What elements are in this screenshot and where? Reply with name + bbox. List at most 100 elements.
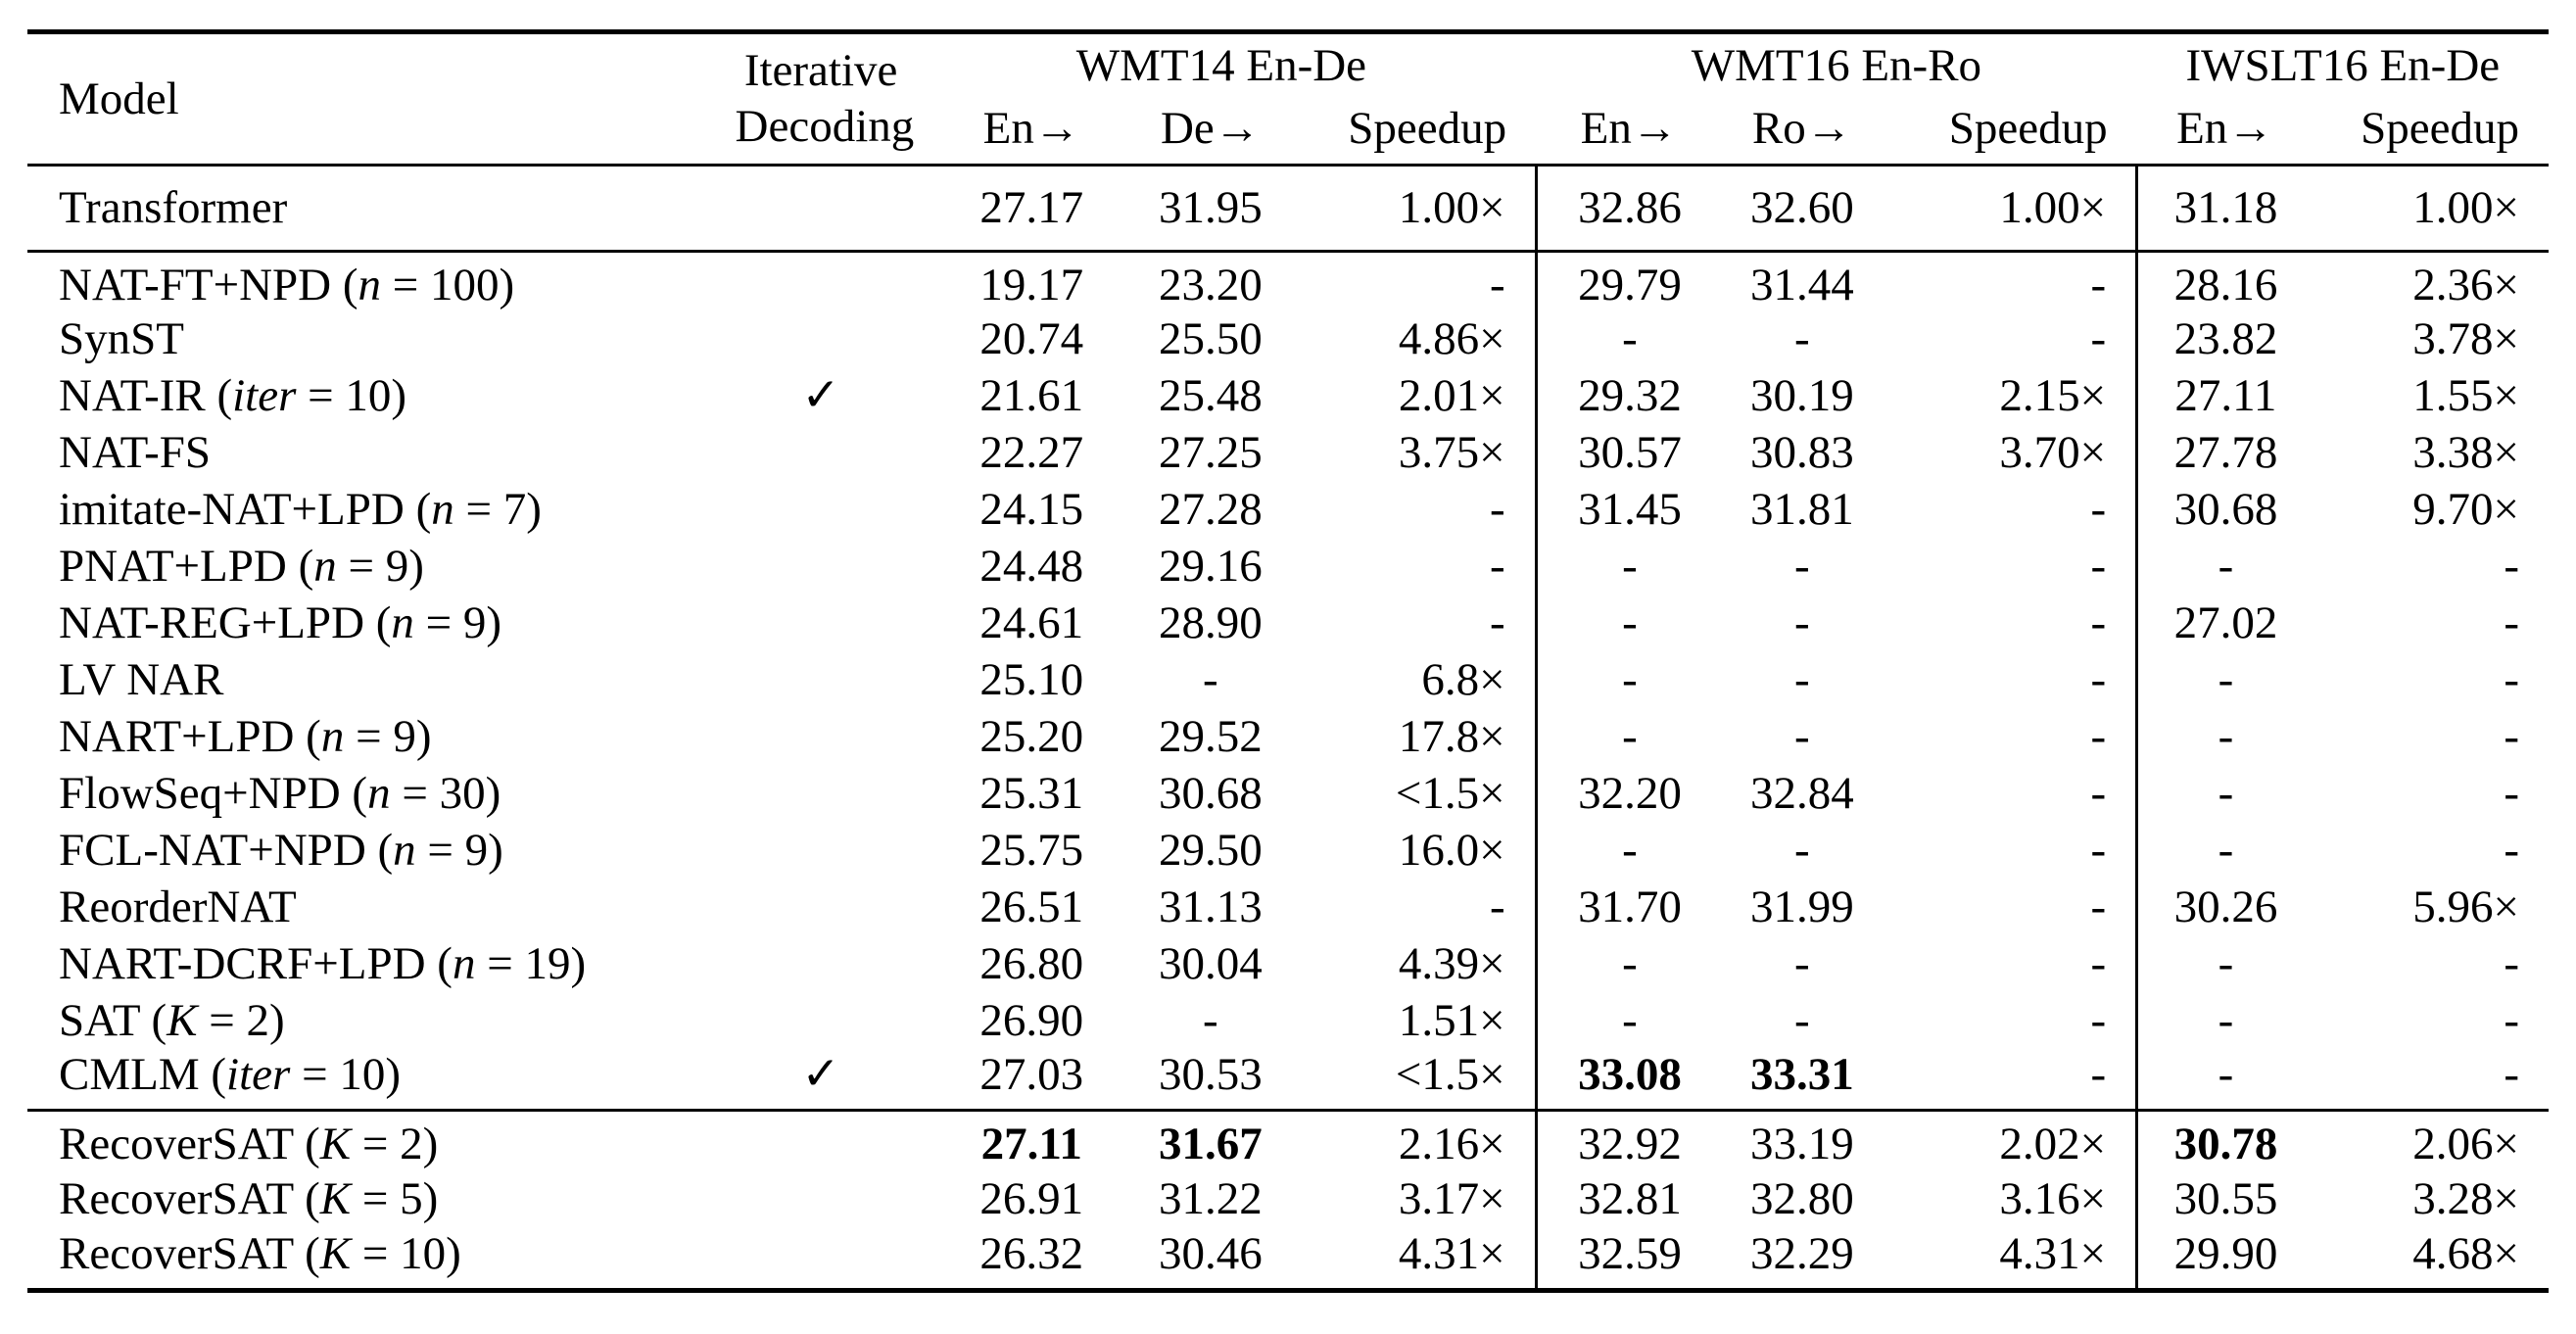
table-row: CMLM (iter = 10) ✓ 27.03 30.53 <1.5× 33.08 33.… [27,1049,2549,1111]
cell-iwslt16-en: 30.68 [2135,481,2314,538]
cell-wmt16-speedup: - [2090,597,2107,648]
cell-wmt16-en: 32.59 [1534,1228,1723,1291]
iterative-decoding-cell [736,765,907,822]
cell-wmt16-en: - [1534,595,1723,651]
cell-iwslt16-en: - [2135,822,2314,879]
cell-wmt14-de: 25.50 [1159,313,1263,364]
cell-wmt14-de: 30.04 [1159,938,1263,989]
cell-wmt16-en: - [1534,822,1723,879]
model-name-segment: NAT-FS [59,427,211,478]
cell-iwslt16-en: 30.26 [2135,879,2314,935]
cell-iwslt16-speedup: 1.55× [2412,370,2519,421]
table-row: Transformer 27.17 31.95 1.00× 32.86 32.60 1.00… [27,165,2549,252]
table-row: FCL-NAT+NPD (n = 9) 25.75 29.50 16.0× - - - - - [27,822,2549,879]
cell-wmt16-speedup: - [2090,768,2107,819]
cell-iwslt16-en: 27.02 [2135,595,2314,651]
cell-wmt14-de: 31.22 [1159,1173,1263,1224]
cell-iwslt16-en: 28.16 [2135,251,2314,310]
cell-wmt16-ro: 32.84 [1749,768,1854,819]
model-name-segment: FCL-NAT+NPD ( [59,825,394,876]
model-name-segment: K [319,1173,352,1224]
cell-wmt16-ro: - [1794,825,1810,876]
model-name-segment: NAT-REG+LPD ( [59,597,392,648]
table-block-recoversat: RecoverSAT (K = 2) 27.11 31.67 2.16× 32.92 33… [27,1110,2549,1291]
column-header-model: Model [59,73,179,124]
cell-iwslt16-speedup: - [2504,995,2519,1046]
cell-wmt14-en: 26.91 [979,1173,1084,1224]
model-name-segment: RecoverSAT ( [59,1119,320,1169]
model-name-segment: = 30) [390,768,501,819]
column-header-iwslt16-en: En→ [2176,102,2274,154]
cell-wmt14-en: 25.75 [979,825,1084,876]
iterative-decoding-cell [736,708,907,765]
model-name-segment: FlowSeq+NPD ( [59,768,368,819]
cell-wmt14-speedup: 2.16× [1398,1119,1505,1169]
cell-wmt14-en: 24.61 [979,597,1084,648]
cell-wmt16-speedup: - [2090,654,2107,705]
cell-wmt16-en: 29.32 [1534,367,1723,424]
cell-wmt16-ro: 30.19 [1749,370,1854,421]
cell-wmt16-en: 32.86 [1534,165,1723,252]
iterative-decoding-cell [736,481,907,538]
model-name-segment: NAT-IR ( [59,370,233,421]
cell-wmt16-ro: - [1794,654,1810,705]
iterative-decoding-cell [736,992,907,1049]
cell-wmt16-ro: - [1794,597,1810,648]
cell-iwslt16-en: - [2135,935,2314,992]
cell-wmt16-speedup: 1.00× [1999,181,2107,233]
cell-wmt16-speedup: - [2090,313,2107,364]
cell-wmt16-ro: 30.83 [1749,427,1854,478]
cell-iwslt16-en: - [2135,1049,2314,1111]
model-name: SynST [27,310,736,367]
model-name-segment: K [319,1119,352,1169]
cell-wmt16-ro: - [1794,711,1810,762]
iterative-decoding-cell [736,1228,907,1291]
model-name: RecoverSAT (K = 5) [27,1169,736,1228]
cell-wmt16-ro: - [1794,938,1810,989]
column-header-iterative-decoding: Iterative Decoding [736,32,915,166]
cell-wmt16-ro: 31.99 [1749,881,1854,932]
cell-wmt16-en: - [1534,935,1723,992]
cell-wmt14-speedup: - [1490,541,1505,592]
cell-wmt16-speedup: - [2090,881,2107,932]
column-header-wmt14-speedup: Speedup [1348,102,1507,154]
cell-wmt14-speedup: 3.75× [1398,427,1505,478]
cell-wmt16-en: 32.81 [1534,1169,1723,1228]
table-row: RecoverSAT (K = 2) 27.11 31.67 2.16× 32.92 33… [27,1110,2549,1169]
cell-wmt14-de: 27.28 [1159,484,1263,535]
table-row: SAT (K = 2) 26.90-1.51× - - - - - [27,992,2549,1049]
header-subcolumn-row: En→ De→ Speedup En→ Ro→ Speedup En→ Spee… [27,93,2549,166]
cell-iwslt16-speedup: 3.28× [2412,1173,2519,1224]
model-name-segment: = 5) [351,1173,439,1224]
table-row: imitate-NAT+LPD (n = 7) 24.15 27.28-31.45 3… [27,481,2549,538]
cell-iwslt16-speedup: 3.38× [2412,427,2519,478]
iterative-decoding-cell [736,166,907,252]
cell-iwslt16-speedup: - [2504,654,2519,705]
column-header-wmt14-de: De→ [1160,102,1261,154]
cell-wmt16-ro: 33.31 [1749,1049,1854,1100]
cell-iwslt16-speedup: - [2504,768,2519,819]
cell-wmt14-en: 26.51 [979,881,1084,932]
cell-iwslt16-speedup: - [2504,541,2519,592]
cell-iwslt16-speedup: 5.96× [2412,881,2519,932]
cell-wmt14-de: 25.48 [1159,370,1263,421]
cell-wmt16-ro: - [1794,541,1810,592]
cell-wmt16-en: - [1534,708,1723,765]
cell-wmt16-speedup: - [2090,484,2107,535]
cell-wmt16-en: 31.45 [1534,481,1723,538]
cell-wmt14-en: 26.90 [979,995,1084,1046]
cell-wmt16-speedup: - [2090,711,2107,762]
cell-wmt14-speedup: 1.51× [1398,995,1505,1046]
cell-wmt16-ro: - [1794,313,1810,364]
model-name-segment: NART-DCRF+LPD ( [59,938,453,989]
model-name: CMLM (iter = 10) [27,1049,736,1111]
column-header-wmt16-en: En→ [1580,102,1678,154]
cell-wmt16-speedup: - [2090,541,2107,592]
model-name: SAT (K = 2) [27,992,736,1049]
cell-wmt16-speedup: - [2090,938,2107,989]
model-name: NAT-REG+LPD (n = 9) [27,595,736,651]
cell-wmt14-en: 27.03 [979,1049,1084,1100]
cell-wmt14-speedup: - [1490,260,1505,310]
iterative-decoding-cell [736,935,907,992]
model-name-segment: n [320,711,345,762]
